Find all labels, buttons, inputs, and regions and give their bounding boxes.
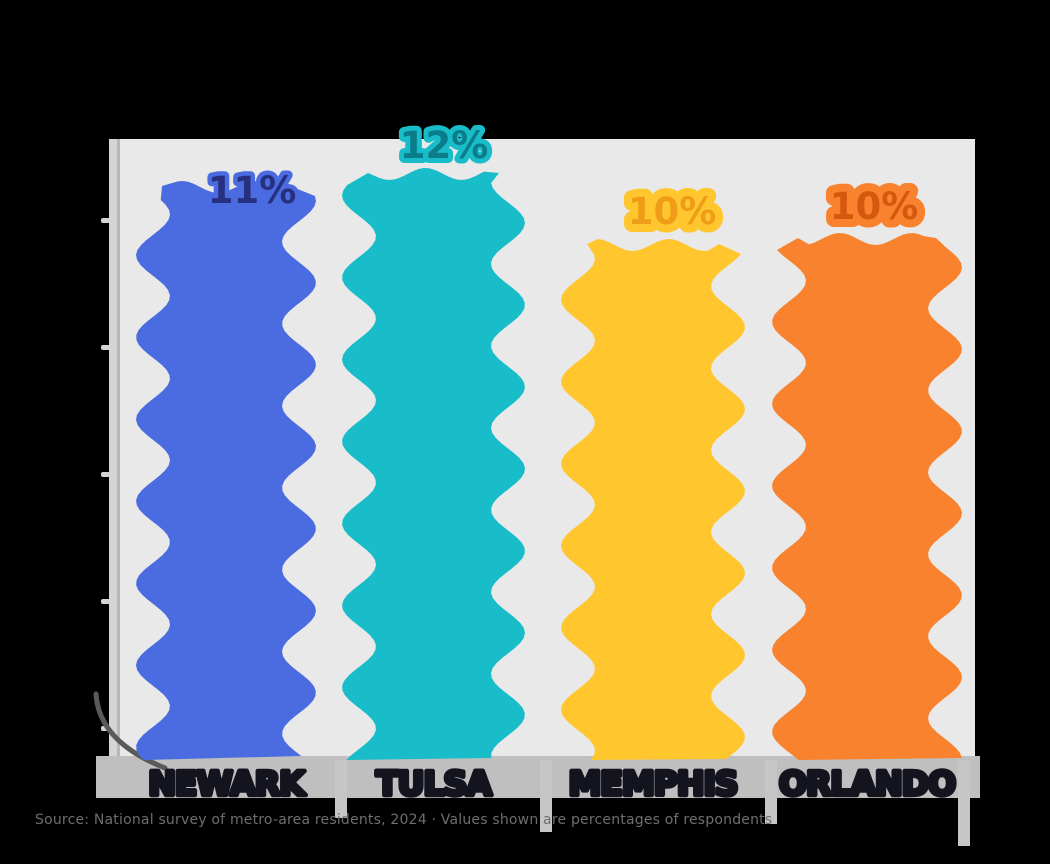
y-axis-tick	[101, 345, 110, 350]
y-axis-tick	[101, 599, 110, 604]
x-tick-label: ORLANDO	[779, 764, 955, 803]
y-axis-tick	[101, 472, 110, 477]
axis-flourish-stroke	[93, 691, 168, 771]
bar-tulsa	[342, 168, 525, 760]
y-axis-band	[109, 139, 118, 764]
y-axis-line	[117, 139, 120, 764]
x-axis-tick	[540, 760, 552, 832]
x-axis-band	[96, 756, 980, 798]
bar-value-label: 12%	[400, 124, 489, 167]
bar-newark	[136, 181, 316, 760]
x-tick-label: NEWARK	[148, 764, 306, 803]
x-tick-label: MEMPHIS	[568, 764, 737, 803]
source-caption: Source: National survey of metro-area re…	[35, 812, 773, 828]
bar-orlando	[772, 233, 962, 760]
bar-value-label: 11%	[208, 169, 297, 212]
x-axis-tick	[958, 760, 970, 846]
x-axis-tick	[765, 760, 777, 824]
x-axis-tick	[335, 760, 347, 818]
bar-value-label: 10%	[628, 190, 717, 233]
y-axis-tick	[101, 218, 110, 223]
bar-memphis	[561, 239, 745, 760]
x-tick-label: TULSA	[376, 764, 492, 803]
bar-value-label: 10%	[830, 185, 919, 228]
